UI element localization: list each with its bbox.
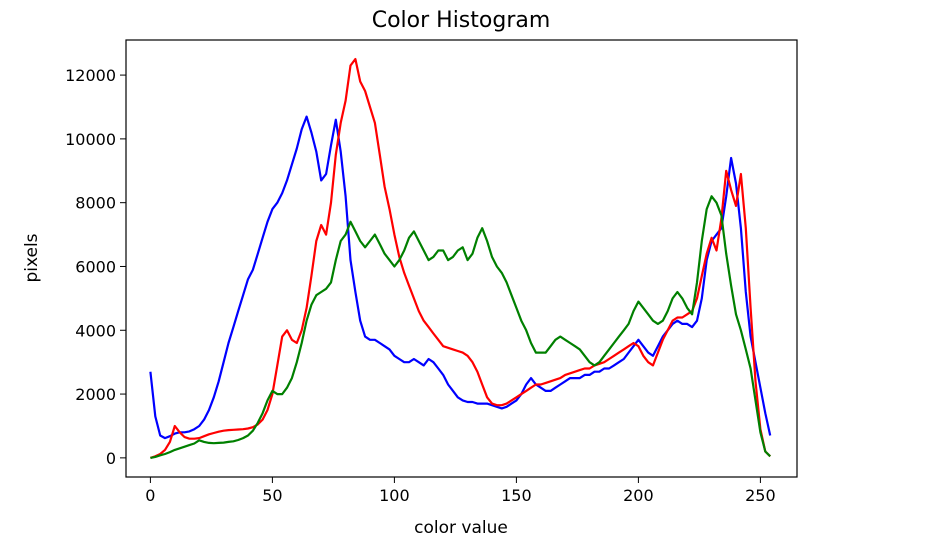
y-tick-label: 4000 xyxy=(75,321,116,340)
plot-frame xyxy=(125,39,798,478)
chart-title: Color Histogram xyxy=(372,8,551,33)
x-tick-label: 100 xyxy=(379,486,410,505)
red-channel-line xyxy=(150,57,771,459)
y-tick-label: 0 xyxy=(106,449,116,468)
x-tick-label: 250 xyxy=(745,486,776,505)
blue-channel-line xyxy=(149,115,772,440)
y-axis-label: pixels xyxy=(22,233,42,282)
x-tick-label: 200 xyxy=(623,486,654,505)
y-tick-label: 6000 xyxy=(75,257,116,276)
x-tick-label: 50 xyxy=(262,486,282,505)
y-tick-label: 10000 xyxy=(65,130,116,149)
green-channel-line xyxy=(150,195,771,459)
y-tick-label: 8000 xyxy=(75,194,116,213)
x-tick-label: 150 xyxy=(501,486,532,505)
series-lines xyxy=(149,57,772,459)
y-tick-label: 2000 xyxy=(75,385,116,404)
axis-ticks: 0 50 100 150 200 250 0 2000 4000 6000 8000 10000 120… xyxy=(65,66,776,505)
x-tick-label: 0 xyxy=(145,486,155,505)
x-axis-label: color value xyxy=(414,518,508,538)
y-tick-label: 12000 xyxy=(65,66,116,85)
